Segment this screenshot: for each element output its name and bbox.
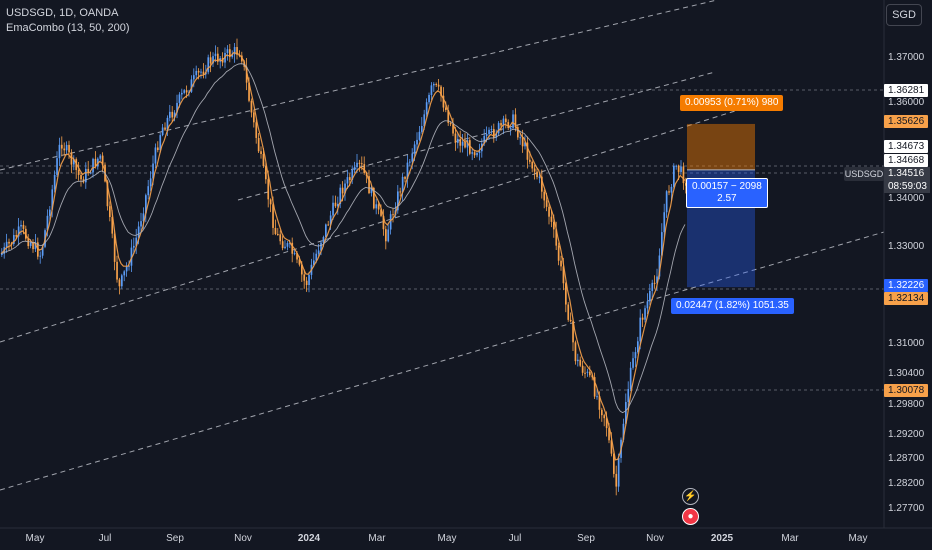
time-tick: 2025: [710, 533, 734, 544]
time-tick: Nov: [234, 533, 252, 544]
time-tick: May: [848, 533, 868, 544]
time-tick: Mar: [781, 533, 799, 544]
price-tick: 1.29800: [888, 399, 925, 410]
price-tag: 1.35626: [884, 115, 928, 128]
entry-label-line1: 0.00157 − 2098: [692, 181, 762, 192]
price-tick: 1.30400: [888, 368, 925, 379]
price-tick: 1.31000: [888, 338, 925, 349]
time-tick: Nov: [646, 533, 664, 544]
ema-lines: [0, 51, 686, 461]
price-tag: 1.34673: [884, 140, 928, 153]
price-tick: 1.27700: [888, 503, 925, 514]
price-tick: 1.28200: [888, 478, 925, 489]
current-price-tag: 1.34516 08:59:03: [884, 167, 930, 193]
price-tick: 1.29200: [888, 429, 925, 440]
price-tag: 1.34668: [884, 154, 928, 167]
time-tick: Jul: [508, 533, 522, 544]
time-tick: Sep: [166, 533, 184, 544]
price-tick: 1.28700: [888, 453, 925, 464]
symbol-price-tag: USDSGD: [844, 167, 884, 181]
current-price: 1.34516: [888, 168, 925, 179]
time-tick: Sep: [577, 533, 595, 544]
price-tick: 1.33000: [888, 241, 925, 252]
chart-legend: USDSGD, 1D, OANDA EmaCombo (13, 50, 200): [6, 6, 130, 36]
price-tag: 1.36281: [884, 84, 928, 97]
target-label: 0.00953 (0.71%) 980: [680, 95, 784, 111]
chart-guides: [0, 0, 885, 491]
time-tick: 2024: [297, 533, 321, 544]
time-tick: Jul: [98, 533, 112, 544]
entry-label: 0.00157 − 2098 2.57: [686, 178, 768, 208]
price-tick: 1.36000: [888, 97, 925, 108]
time-tick: Mar: [368, 533, 386, 544]
price-tick: 1.34000: [888, 193, 925, 204]
price-tag: 1.32134: [884, 292, 928, 305]
stop-label: 0.02447 (1.82%) 1051.35: [671, 298, 794, 314]
entry-label-line2: 2.57: [717, 193, 737, 204]
bar-countdown: 08:59:03: [888, 181, 927, 192]
price-tick: 1.37000: [888, 52, 925, 63]
indicator-title[interactable]: EmaCombo (13, 50, 200): [6, 22, 130, 34]
time-tick: May: [25, 533, 45, 544]
lightning-icon[interactable]: ⚡: [682, 488, 699, 505]
price-tag: 1.32226: [884, 279, 928, 292]
price-tag: 1.30078: [884, 384, 928, 397]
currency-button[interactable]: SGD: [886, 4, 922, 26]
flag-icon[interactable]: ●: [682, 508, 699, 525]
candlestick-series: [1, 38, 687, 496]
time-tick: May: [437, 533, 457, 544]
symbol-title[interactable]: USDSGD, 1D, OANDA: [6, 7, 119, 19]
